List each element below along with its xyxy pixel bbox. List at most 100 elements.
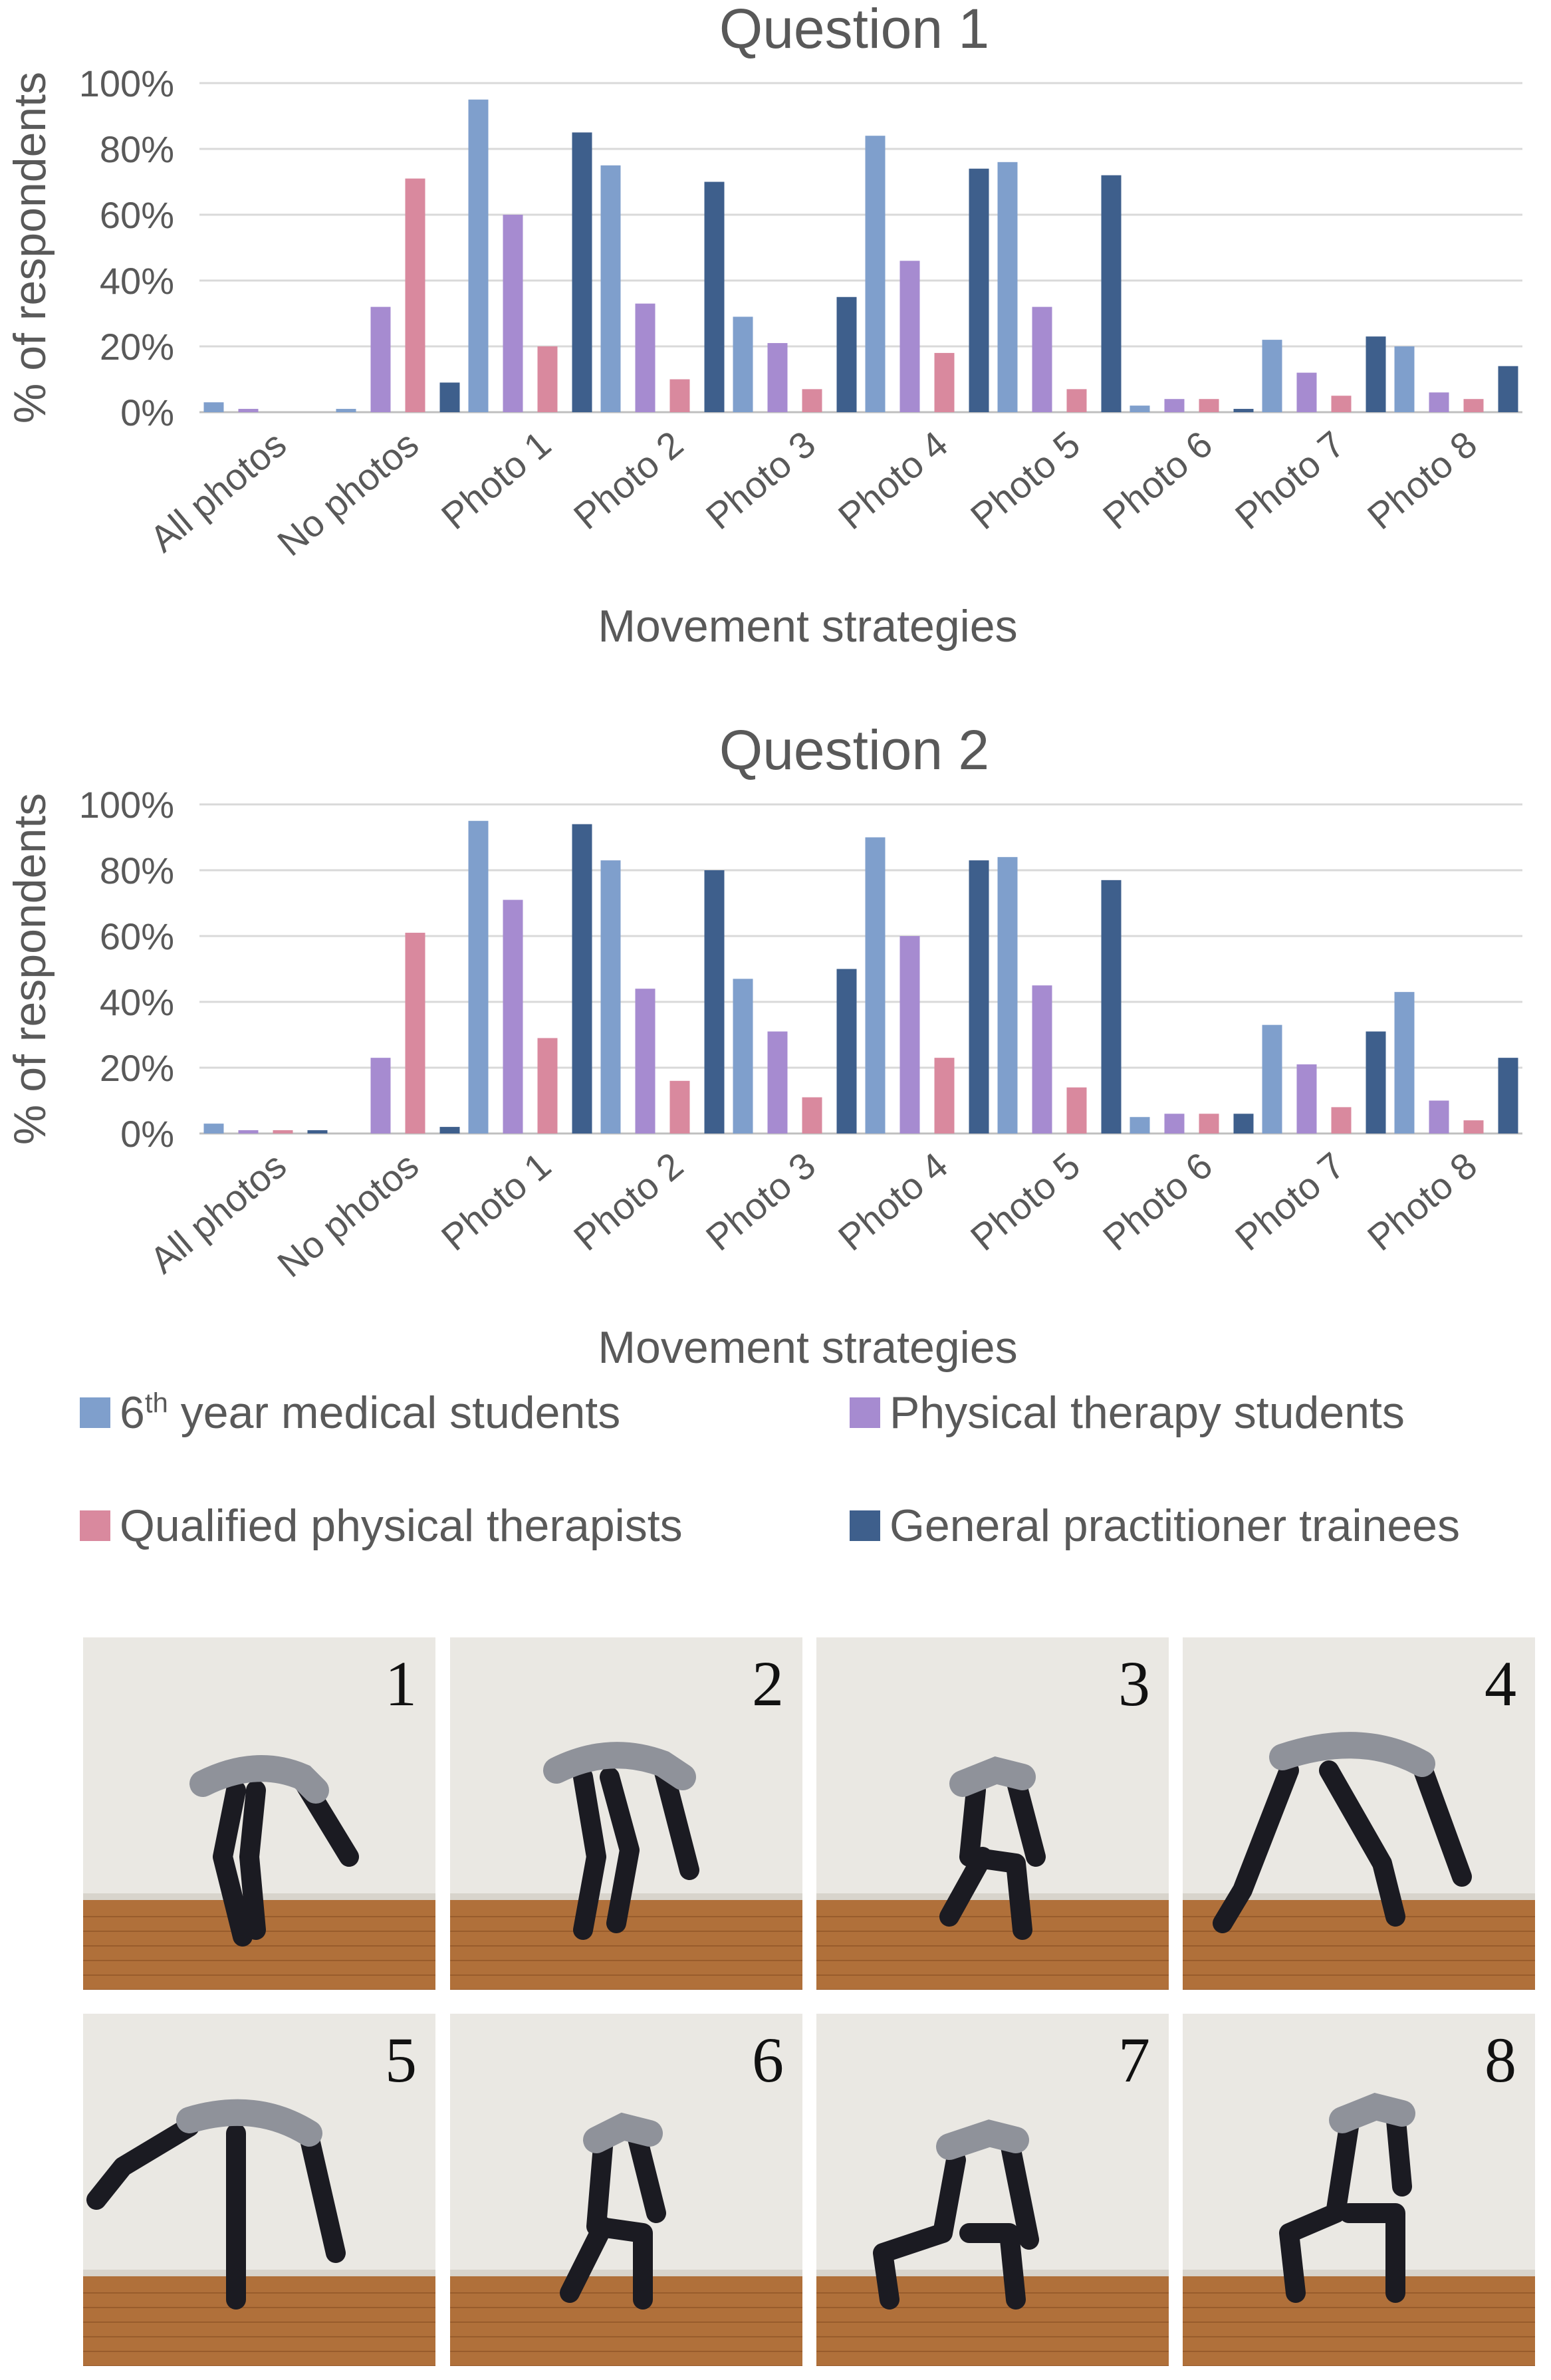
bar-general-practitioner-trainees-photo-3: [836, 969, 857, 1133]
bar-6th-year-medical-students-photo-2: [600, 860, 621, 1133]
x-tick-label: No photos: [269, 423, 426, 564]
bar-general-practitioner-trainees-photo-7: [1366, 1031, 1386, 1133]
photo-2: 2: [450, 1637, 802, 1990]
photo-illustration-stoop-knees-bent: [450, 1637, 802, 1990]
y-tick-label: 20%: [100, 326, 174, 368]
bar-6th-year-medical-students-photo-2: [600, 165, 621, 412]
bar-general-practitioner-trainees-all-photos: [307, 1130, 328, 1133]
bar-6th-year-medical-students-photo-4: [865, 837, 886, 1133]
bar-physical-therapy-students-photo-2: [635, 989, 656, 1133]
legend-item-qualified-pts: Qualified physical therapists: [80, 1496, 683, 1556]
photo-number: 7: [1118, 2024, 1150, 2095]
x-axis-label: Movement strategies: [598, 601, 1017, 652]
legend-label: 6th year medical students: [120, 1387, 621, 1438]
bar-6th-year-medical-students-photo-8: [1394, 346, 1415, 412]
bar-qualified-physical-therapists-photo-2: [669, 379, 690, 412]
bar-general-practitioner-trainees-photo-2: [704, 181, 725, 412]
bar-qualified-physical-therapists-photo-2: [669, 1080, 690, 1133]
bar-physical-therapy-students-photo-7: [1296, 1064, 1317, 1133]
bar-6th-year-medical-students-photo-1: [468, 820, 489, 1133]
photo-illustration-full-squat: [816, 1637, 1169, 1990]
x-tick-label: All photos: [142, 1144, 294, 1281]
legend-swatch: [850, 1397, 880, 1428]
x-tick-label: Photo 8: [1360, 423, 1485, 537]
bar-6th-year-medical-students-photo-4: [865, 136, 886, 412]
x-tick-label: Photo 1: [433, 423, 558, 537]
bar-physical-therapy-students-photo-3: [767, 1031, 788, 1133]
x-tick-label: Photo 4: [830, 423, 955, 537]
bar-physical-therapy-students-photo-6: [1164, 399, 1185, 412]
bar-qualified-physical-therapists-no-photos: [405, 178, 425, 412]
bar-6th-year-medical-students-photo-7: [1262, 1024, 1282, 1133]
bar-physical-therapy-students-all-photos: [238, 409, 259, 412]
bar-qualified-physical-therapists-photo-1: [537, 1038, 558, 1133]
question-1-chart: Question 1 % of respondents 0% 20% 40% 60% 80%…: [5, 0, 1522, 652]
bar-6th-year-medical-students-photo-5: [997, 857, 1018, 1133]
y-tick-label: 60%: [100, 194, 174, 236]
x-tick-label: Photo 5: [963, 1144, 1088, 1258]
bar-qualified-physical-therapists-photo-7: [1331, 1107, 1352, 1133]
bar-physical-therapy-students-photo-4: [899, 936, 920, 1133]
photo-number: 8: [1485, 2024, 1516, 2095]
legend-swatch: [80, 1397, 110, 1428]
chart-legend: 6th year medical students Physical thera…: [0, 1383, 1551, 1582]
y-axis-label: % of respondents: [5, 72, 55, 423]
bar-qualified-physical-therapists-photo-6: [1199, 1114, 1219, 1133]
bar-general-practitioner-trainees-photo-3: [836, 297, 857, 412]
bar-general-practitioner-trainees-photo-8: [1498, 1058, 1518, 1133]
x-tick-label: Photo 2: [566, 1144, 691, 1258]
x-axis-label: Movement strategies: [598, 1322, 1017, 1373]
x-tick-label: Photo 7: [1227, 423, 1352, 537]
bar-physical-therapy-students-all-photos: [238, 1130, 259, 1133]
bar-qualified-physical-therapists-photo-5: [1066, 1087, 1087, 1133]
chart-title: Question 1: [719, 0, 989, 60]
bar-physical-therapy-students-photo-6: [1164, 1114, 1185, 1133]
bar-physical-therapy-students-photo-4: [899, 261, 920, 412]
photo-5: 5: [83, 2014, 435, 2366]
bar-physical-therapy-students-photo-2: [635, 303, 656, 412]
legend-swatch: [80, 1510, 110, 1541]
photo-number: 5: [385, 2024, 417, 2095]
bar-qualified-physical-therapists-photo-4: [934, 1058, 955, 1133]
x-tick-label: Photo 7: [1227, 1144, 1352, 1258]
bar-qualified-physical-therapists-photo-1: [537, 346, 558, 412]
x-tick-label: All photos: [142, 423, 294, 560]
photo-1: 1: [83, 1637, 435, 1990]
bar-6th-year-medical-students-photo-1: [468, 99, 489, 412]
legend-item-pt-students: Physical therapy students: [850, 1383, 1405, 1443]
bar-general-practitioner-trainees-photo-5: [1101, 880, 1122, 1133]
bar-qualified-physical-therapists-photo-5: [1066, 389, 1087, 412]
x-tick-label: Photo 3: [698, 1144, 823, 1258]
bar-general-practitioner-trainees-photo-4: [969, 168, 989, 412]
legend-label: Qualified physical therapists: [120, 1500, 683, 1551]
bar-6th-year-medical-students-photo-8: [1394, 992, 1415, 1133]
bar-physical-therapy-students-no-photos: [370, 306, 391, 412]
photo-6: 6: [450, 2014, 802, 2366]
photo-illustration-golfer-lift-one-leg: [83, 2014, 435, 2366]
photo-illustration-deep-squat-heels-up: [450, 2014, 802, 2366]
bar-6th-year-medical-students-no-photos: [336, 409, 356, 412]
chart-title: Question 2: [719, 721, 989, 781]
x-tick-label: Photo 1: [433, 1144, 558, 1258]
legend-item-gp-trainees: General practitioner trainees: [850, 1496, 1460, 1556]
x-tick-label: Photo 5: [963, 423, 1088, 537]
photo-illustration-kneel-hand-on-knee: [1183, 2014, 1535, 2366]
photo-3: 3: [816, 1637, 1169, 1990]
legend-swatch: [850, 1510, 880, 1541]
bar-qualified-physical-therapists-all-photos: [273, 1130, 293, 1133]
bar-physical-therapy-students-photo-1: [503, 215, 523, 412]
bar-general-practitioner-trainees-no-photos: [439, 1127, 460, 1133]
photo-7: 7: [816, 2014, 1169, 2366]
bar-physical-therapy-students-photo-5: [1032, 985, 1052, 1133]
y-tick-label: 20%: [100, 1047, 174, 1089]
y-tick-label: 100%: [79, 62, 174, 104]
bar-physical-therapy-students-photo-3: [767, 343, 788, 412]
bar-6th-year-medical-students-all-photos: [203, 402, 224, 412]
photo-illustration-stoop-both-knees-slightly-bent: [83, 1637, 435, 1990]
bar-physical-therapy-students-photo-1: [503, 899, 523, 1133]
photo-illustration-split-stance-reach: [1183, 1637, 1535, 1990]
x-tick-label: Photo 6: [1095, 1144, 1220, 1258]
bar-general-practitioner-trainees-photo-7: [1366, 336, 1386, 412]
bar-qualified-physical-therapists-photo-3: [802, 1097, 822, 1133]
photo-8: 8: [1183, 2014, 1535, 2366]
